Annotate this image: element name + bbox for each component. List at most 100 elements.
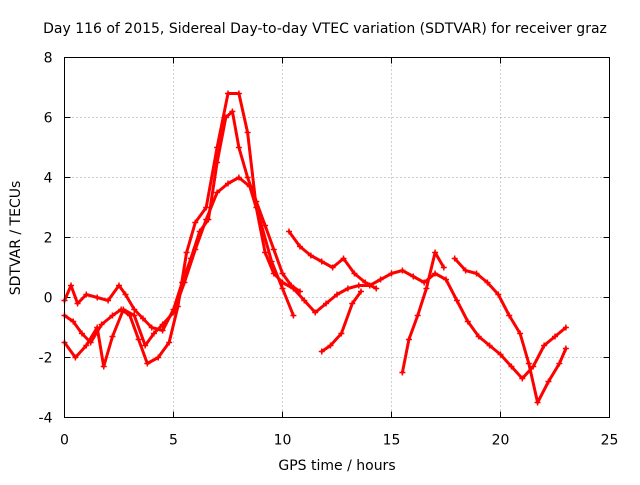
series-2 bbox=[61, 90, 569, 382]
data-point bbox=[443, 276, 449, 283]
data-point bbox=[203, 216, 210, 223]
data-point bbox=[473, 270, 480, 277]
y-tick-label: -2 bbox=[39, 351, 53, 367]
data-point bbox=[268, 258, 275, 265]
data-point bbox=[120, 306, 127, 313]
data-point bbox=[351, 270, 358, 277]
data-point bbox=[399, 267, 406, 274]
data-point bbox=[355, 282, 362, 289]
data-point bbox=[497, 351, 504, 358]
data-point bbox=[229, 108, 236, 115]
data-point bbox=[508, 363, 515, 370]
data-point bbox=[556, 360, 563, 367]
data-point bbox=[414, 312, 421, 319]
data-point bbox=[562, 324, 569, 331]
data-point bbox=[181, 279, 188, 286]
data-point bbox=[122, 291, 129, 298]
data-point bbox=[562, 345, 569, 352]
x-tick-label: 0 bbox=[60, 433, 69, 449]
data-point bbox=[338, 330, 345, 337]
x-tick-labels: 0 5 10 15 20 25 bbox=[60, 433, 618, 449]
data-point bbox=[286, 228, 293, 235]
x-axis-label: GPS time / hours bbox=[278, 458, 395, 474]
series-5 bbox=[318, 288, 364, 355]
data-point bbox=[296, 243, 303, 250]
y-tick-label: 6 bbox=[44, 111, 53, 127]
data-point bbox=[203, 204, 210, 211]
x-tick-label: 15 bbox=[383, 433, 401, 449]
data-point bbox=[362, 279, 369, 286]
data-point bbox=[98, 321, 105, 328]
y-tick-label: -4 bbox=[39, 411, 53, 427]
data-point bbox=[290, 285, 297, 292]
data-point bbox=[388, 270, 395, 277]
data-point bbox=[373, 285, 380, 292]
series-1 bbox=[61, 108, 303, 334]
y-tick-label: 4 bbox=[44, 171, 53, 187]
x-tick-label: 10 bbox=[274, 433, 292, 449]
data-point bbox=[464, 318, 471, 325]
data-point bbox=[225, 180, 231, 187]
data-point bbox=[486, 342, 493, 349]
data-point bbox=[484, 279, 491, 286]
series-line bbox=[287, 230, 378, 290]
data-point bbox=[235, 174, 242, 181]
data-point bbox=[244, 174, 251, 181]
data-point bbox=[552, 333, 558, 340]
data-point bbox=[135, 336, 142, 343]
series-3 bbox=[61, 174, 297, 370]
data-point bbox=[410, 273, 417, 280]
data-point bbox=[334, 291, 340, 298]
data-point bbox=[116, 282, 122, 289]
chart-title: Day 116 of 2015, Sidereal Day-to-day VTE… bbox=[43, 21, 607, 37]
data-point bbox=[192, 246, 199, 253]
x-tick-label: 20 bbox=[492, 433, 510, 449]
data-point bbox=[462, 267, 469, 274]
data-point bbox=[144, 360, 151, 367]
data-point bbox=[83, 342, 90, 349]
series-7 bbox=[451, 255, 569, 406]
data-point bbox=[214, 189, 221, 196]
data-point bbox=[142, 342, 149, 349]
data-point bbox=[159, 321, 166, 328]
data-point bbox=[475, 333, 482, 340]
data-point bbox=[318, 258, 325, 265]
data-point bbox=[349, 300, 356, 307]
series-6 bbox=[399, 249, 447, 376]
data-point bbox=[262, 249, 269, 256]
data-point bbox=[329, 264, 336, 271]
data-point bbox=[148, 324, 155, 331]
data-point bbox=[166, 339, 173, 346]
y-tick-label: 0 bbox=[44, 291, 53, 307]
data-point bbox=[344, 285, 351, 292]
data-point bbox=[519, 375, 526, 382]
data-point bbox=[506, 312, 513, 319]
x-tick-label: 5 bbox=[169, 433, 178, 449]
data-point bbox=[423, 285, 430, 292]
data-point bbox=[192, 219, 199, 226]
data-point bbox=[440, 264, 447, 271]
y-tick-label: 8 bbox=[44, 51, 53, 67]
data-point bbox=[327, 342, 334, 349]
data-point bbox=[421, 279, 428, 286]
data-point bbox=[545, 378, 552, 385]
data-point bbox=[244, 129, 251, 136]
data-point bbox=[246, 183, 253, 190]
data-point bbox=[432, 270, 439, 277]
data-point bbox=[432, 249, 439, 256]
data-point bbox=[377, 276, 384, 283]
data-point bbox=[290, 312, 297, 319]
data-point bbox=[68, 282, 75, 289]
data-point bbox=[279, 285, 286, 292]
data-point bbox=[399, 369, 406, 376]
plot-frame bbox=[64, 57, 610, 418]
data-point bbox=[150, 330, 157, 337]
data-point bbox=[534, 399, 541, 406]
data-point bbox=[70, 318, 77, 325]
data-point bbox=[312, 309, 319, 316]
data-point bbox=[235, 144, 242, 151]
series-line bbox=[63, 110, 302, 332]
data-point bbox=[183, 249, 190, 256]
